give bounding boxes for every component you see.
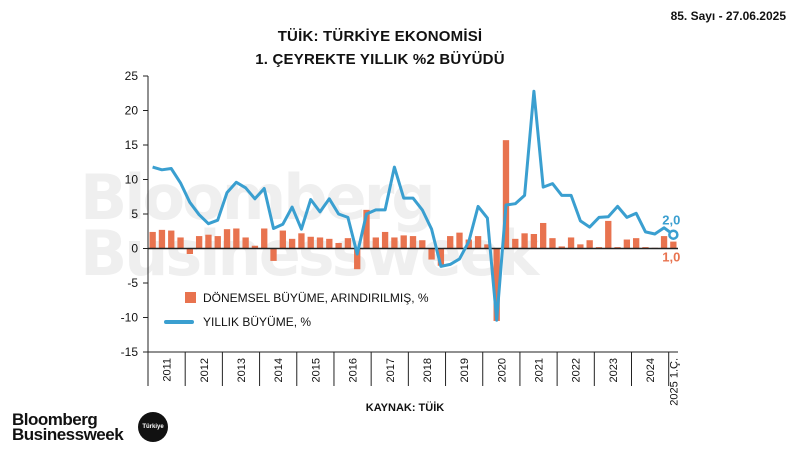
bar-end-label: 1,0 [662, 250, 680, 265]
bar [670, 241, 677, 249]
bar [391, 237, 398, 249]
bar [512, 238, 519, 249]
bar [251, 245, 259, 249]
x-tick-label: 2013 [236, 358, 248, 382]
bar [149, 231, 156, 249]
bar [558, 246, 565, 249]
bar [623, 239, 631, 249]
bar [326, 238, 333, 249]
y-tick-label: 15 [125, 138, 139, 152]
bar [307, 236, 314, 249]
bar [363, 209, 370, 249]
bar [168, 230, 175, 249]
x-tick-label: 2024 [645, 358, 657, 382]
bar [288, 238, 296, 249]
bar [577, 244, 584, 249]
bar [419, 240, 426, 249]
bar [298, 233, 305, 249]
bar [493, 248, 500, 321]
bar [632, 238, 640, 249]
bar [158, 229, 166, 249]
x-tick-label: 2011 [162, 358, 174, 382]
bar [540, 222, 547, 249]
x-tick-label: 2019 [459, 358, 471, 382]
legend-bar-swatch [185, 292, 196, 303]
y-tick-label: 25 [125, 69, 139, 83]
bar [567, 237, 575, 249]
bar [186, 248, 194, 255]
bar [549, 238, 556, 249]
x-tick-label: 2014 [273, 358, 285, 382]
bar [502, 140, 510, 249]
bar [447, 236, 454, 249]
bar [400, 235, 407, 249]
x-tick-label: 2015 [310, 358, 322, 382]
y-tick-label: 0 [131, 242, 138, 256]
bar [660, 236, 668, 249]
x-tick-label: 2017 [385, 358, 397, 382]
y-tick-label: -5 [127, 276, 138, 290]
brand-logo: Bloomberg Businessweek [12, 410, 124, 444]
bar [586, 240, 593, 249]
brand-line2: Businessweek [12, 425, 124, 444]
bar [205, 234, 212, 249]
x-tick-label: 2012 [199, 358, 211, 382]
bar [521, 233, 528, 249]
bar [530, 234, 538, 249]
bar [381, 231, 389, 249]
x-tick-label: 2016 [348, 358, 360, 382]
y-tick-label: 5 [131, 207, 138, 221]
bar [372, 237, 379, 249]
bar [456, 232, 463, 249]
bar [335, 242, 342, 249]
bar [195, 236, 203, 249]
bar [428, 248, 435, 260]
bar [177, 237, 184, 249]
y-tick-label: -10 [121, 311, 139, 325]
chart-title: TÜİK: TÜRKİYE EKONOMİSİ [277, 28, 483, 45]
legend-line-label: YILLIK BÜYÜME, % [203, 315, 311, 329]
bar [261, 228, 268, 249]
x-tick-label: 2022 [571, 358, 583, 382]
y-tick-label: 10 [125, 173, 139, 187]
bar [354, 248, 361, 270]
x-tick-label: 2020 [496, 358, 508, 382]
legend-bar-label: DÖNEMSEL BÜYÜME, ARINDIRILMIŞ, % [203, 291, 429, 305]
x-tick-label: 2025 1.Ç. [668, 358, 680, 406]
issue-label: 85. Sayı - 27.06.2025 [670, 9, 786, 23]
bar [409, 236, 417, 249]
chart-subtitle: 1. ÇEYREKTE YILLIK %2 BÜYÜDÜ [255, 51, 505, 68]
bar [474, 236, 482, 249]
brand-line1: Bloomberg [12, 410, 98, 429]
line-end-point [668, 229, 679, 240]
bar [344, 238, 352, 249]
bar [437, 248, 445, 266]
x-tick-label: 2018 [422, 358, 434, 382]
bar [242, 237, 249, 249]
line-end-label: 2,0 [662, 213, 680, 228]
bar [233, 228, 240, 249]
line-series [152, 89, 675, 322]
bar [214, 236, 221, 249]
turkiye-badge: Türkiye [138, 412, 168, 442]
bar [279, 230, 286, 249]
x-tick-label: 2023 [608, 358, 620, 382]
bar [223, 229, 231, 249]
y-tick-label: -15 [121, 345, 139, 359]
x-tick-label: 2021 [534, 358, 546, 382]
bar [270, 248, 277, 261]
bar [316, 237, 324, 249]
bar [605, 220, 612, 249]
source-label: KAYNAK: TÜİK [366, 401, 444, 414]
bar [484, 244, 491, 249]
y-tick-label: 20 [125, 104, 139, 118]
